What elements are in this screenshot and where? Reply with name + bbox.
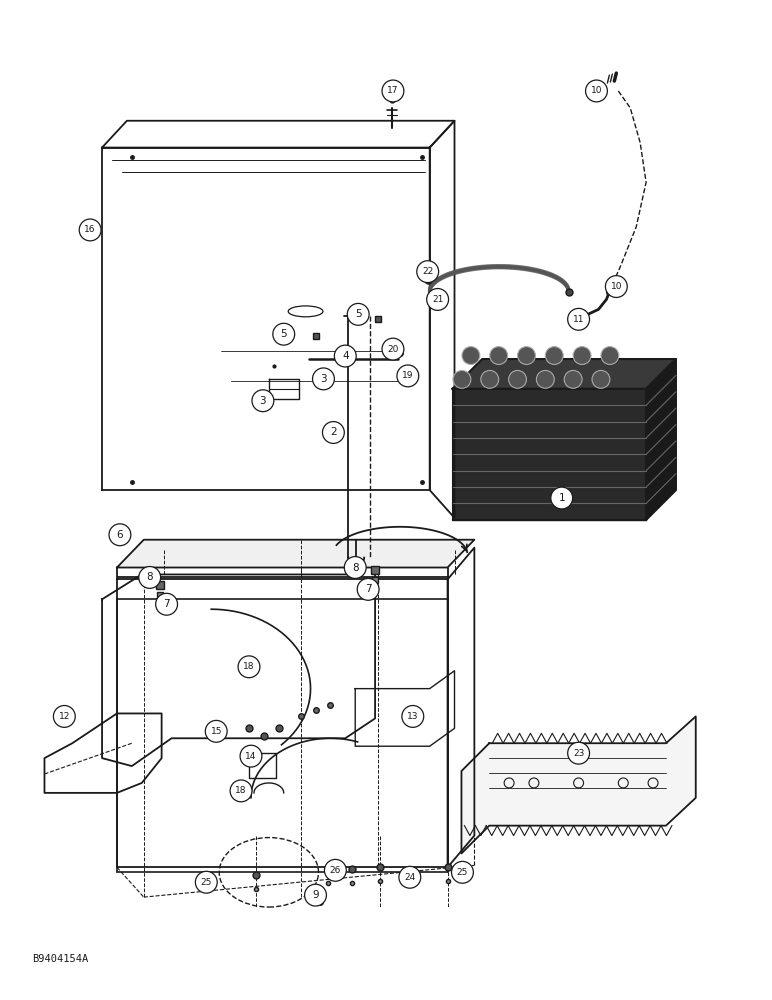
Circle shape	[156, 593, 178, 615]
Polygon shape	[452, 359, 676, 389]
Text: 3: 3	[320, 374, 327, 384]
Text: 23: 23	[573, 749, 584, 758]
Text: 17: 17	[388, 86, 398, 95]
Text: 8: 8	[147, 572, 153, 582]
Polygon shape	[452, 389, 646, 520]
Text: 6: 6	[117, 530, 124, 540]
Circle shape	[238, 656, 260, 678]
Circle shape	[347, 303, 369, 325]
Circle shape	[230, 780, 252, 802]
Circle shape	[567, 308, 590, 330]
Circle shape	[550, 487, 573, 509]
Circle shape	[481, 370, 499, 388]
Circle shape	[313, 368, 334, 390]
Circle shape	[240, 745, 262, 767]
Circle shape	[453, 370, 471, 388]
Circle shape	[205, 720, 227, 742]
Text: 4: 4	[342, 351, 349, 361]
Text: 5: 5	[280, 329, 287, 339]
Text: 9: 9	[312, 890, 319, 900]
Circle shape	[605, 276, 628, 297]
Text: 3: 3	[259, 396, 266, 406]
Circle shape	[305, 884, 327, 906]
Circle shape	[517, 347, 536, 364]
Circle shape	[564, 370, 582, 388]
Circle shape	[273, 323, 295, 345]
Circle shape	[399, 866, 421, 888]
Circle shape	[344, 557, 366, 578]
Text: 16: 16	[84, 225, 96, 234]
Text: 13: 13	[407, 712, 418, 721]
Circle shape	[427, 289, 449, 310]
Text: 10: 10	[591, 86, 602, 95]
Circle shape	[80, 219, 101, 241]
Circle shape	[567, 742, 590, 764]
Text: 21: 21	[432, 295, 443, 304]
Circle shape	[109, 524, 130, 546]
Text: B9404154A: B9404154A	[32, 954, 89, 964]
Circle shape	[402, 706, 424, 727]
Text: 7: 7	[365, 584, 371, 594]
Circle shape	[252, 390, 274, 412]
Text: 25: 25	[201, 878, 212, 887]
Text: 18: 18	[235, 786, 247, 795]
Text: 8: 8	[352, 563, 358, 573]
Circle shape	[382, 338, 404, 360]
Polygon shape	[646, 359, 676, 520]
Polygon shape	[117, 540, 474, 568]
Circle shape	[139, 567, 161, 588]
Circle shape	[357, 578, 379, 600]
Text: 14: 14	[245, 752, 256, 761]
Text: 15: 15	[211, 727, 222, 736]
Text: 5: 5	[355, 309, 361, 319]
Text: 22: 22	[422, 267, 433, 276]
Circle shape	[397, 365, 418, 387]
Text: 25: 25	[457, 868, 468, 877]
Circle shape	[324, 859, 347, 881]
Circle shape	[417, 261, 438, 283]
Circle shape	[452, 861, 473, 883]
Circle shape	[592, 370, 610, 388]
Text: 1: 1	[558, 493, 565, 503]
Text: 26: 26	[330, 866, 341, 875]
Circle shape	[323, 422, 344, 443]
Text: 24: 24	[405, 873, 415, 882]
Circle shape	[585, 80, 608, 102]
Text: 7: 7	[163, 599, 170, 609]
Circle shape	[489, 347, 508, 364]
Circle shape	[537, 370, 554, 388]
Polygon shape	[462, 716, 696, 853]
Circle shape	[545, 347, 564, 364]
Circle shape	[573, 347, 591, 364]
Text: 2: 2	[330, 427, 337, 437]
Circle shape	[334, 345, 356, 367]
Text: 12: 12	[59, 712, 70, 721]
Text: 11: 11	[573, 315, 584, 324]
Circle shape	[195, 871, 217, 893]
Text: 19: 19	[402, 371, 414, 380]
Circle shape	[382, 80, 404, 102]
Circle shape	[601, 347, 619, 364]
Circle shape	[462, 347, 480, 364]
Circle shape	[53, 706, 75, 727]
Text: 18: 18	[243, 662, 255, 671]
Text: 20: 20	[388, 345, 398, 354]
Circle shape	[509, 370, 527, 388]
Text: 10: 10	[611, 282, 622, 291]
